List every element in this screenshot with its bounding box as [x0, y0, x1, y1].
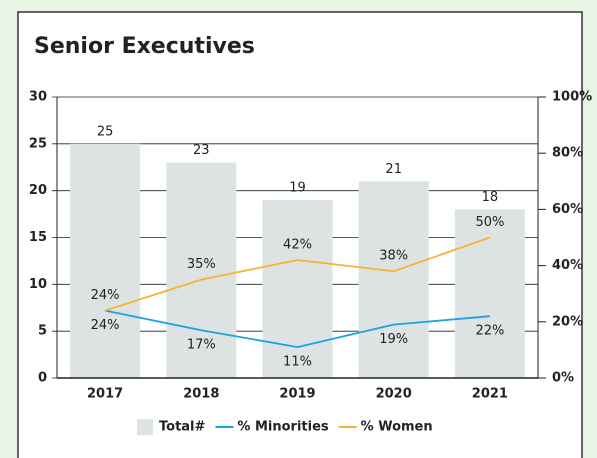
x-tick-label: 2019 — [279, 387, 315, 402]
x-tick-label: 2021 — [472, 387, 508, 402]
y-tick-label: 5 — [38, 324, 47, 339]
line-value-label: 35% — [187, 257, 216, 272]
y2-tick-label: 40% — [552, 258, 583, 273]
bar — [70, 143, 141, 378]
line-value-label: 24% — [91, 318, 120, 333]
chart-title: Senior Executives — [34, 34, 255, 59]
line — [104, 236, 491, 312]
bar — [454, 209, 525, 378]
legend-label: % Women — [361, 420, 433, 435]
bar-value-label: 21 — [385, 162, 402, 177]
y-tick-label: 10 — [29, 277, 47, 292]
legend-label: Total# — [159, 420, 206, 435]
y2-tick-label: 60% — [552, 202, 583, 217]
y-tick-label: 15 — [29, 230, 47, 245]
line-value-label: 24% — [91, 288, 120, 303]
x-tick-label: 2017 — [87, 387, 123, 402]
bar — [166, 162, 237, 378]
line-value-label: 22% — [475, 324, 504, 339]
y2-tick-label: 80% — [552, 146, 583, 161]
line — [104, 309, 490, 349]
line-value-label: 42% — [283, 237, 312, 252]
y-tick-label: 25 — [29, 136, 47, 151]
x-tick-label: 2020 — [376, 387, 412, 402]
line-value-label: 38% — [379, 249, 408, 264]
line-value-label: 11% — [283, 355, 312, 370]
line-value-label: 19% — [379, 332, 408, 347]
legend-label: % Minorities — [237, 420, 328, 435]
y2-tick-label: 100% — [552, 90, 592, 105]
y2-tick-label: 20% — [552, 314, 583, 329]
bar-value-label: 18 — [482, 190, 499, 205]
bar — [262, 200, 333, 378]
bar-value-label: 19 — [289, 181, 306, 196]
line-value-label: 17% — [187, 338, 216, 353]
x-tick-label: 2018 — [183, 387, 219, 402]
y-tick-label: 20 — [29, 183, 47, 198]
bar — [358, 181, 429, 378]
y-tick-label: 30 — [29, 90, 47, 105]
bar-value-label: 23 — [193, 143, 210, 158]
y2-tick-label: 0% — [552, 371, 574, 386]
line-value-label: 50% — [475, 215, 504, 230]
y-tick-label: 0 — [38, 371, 47, 386]
bar-value-label: 25 — [97, 124, 114, 139]
legend-swatch — [137, 419, 153, 435]
